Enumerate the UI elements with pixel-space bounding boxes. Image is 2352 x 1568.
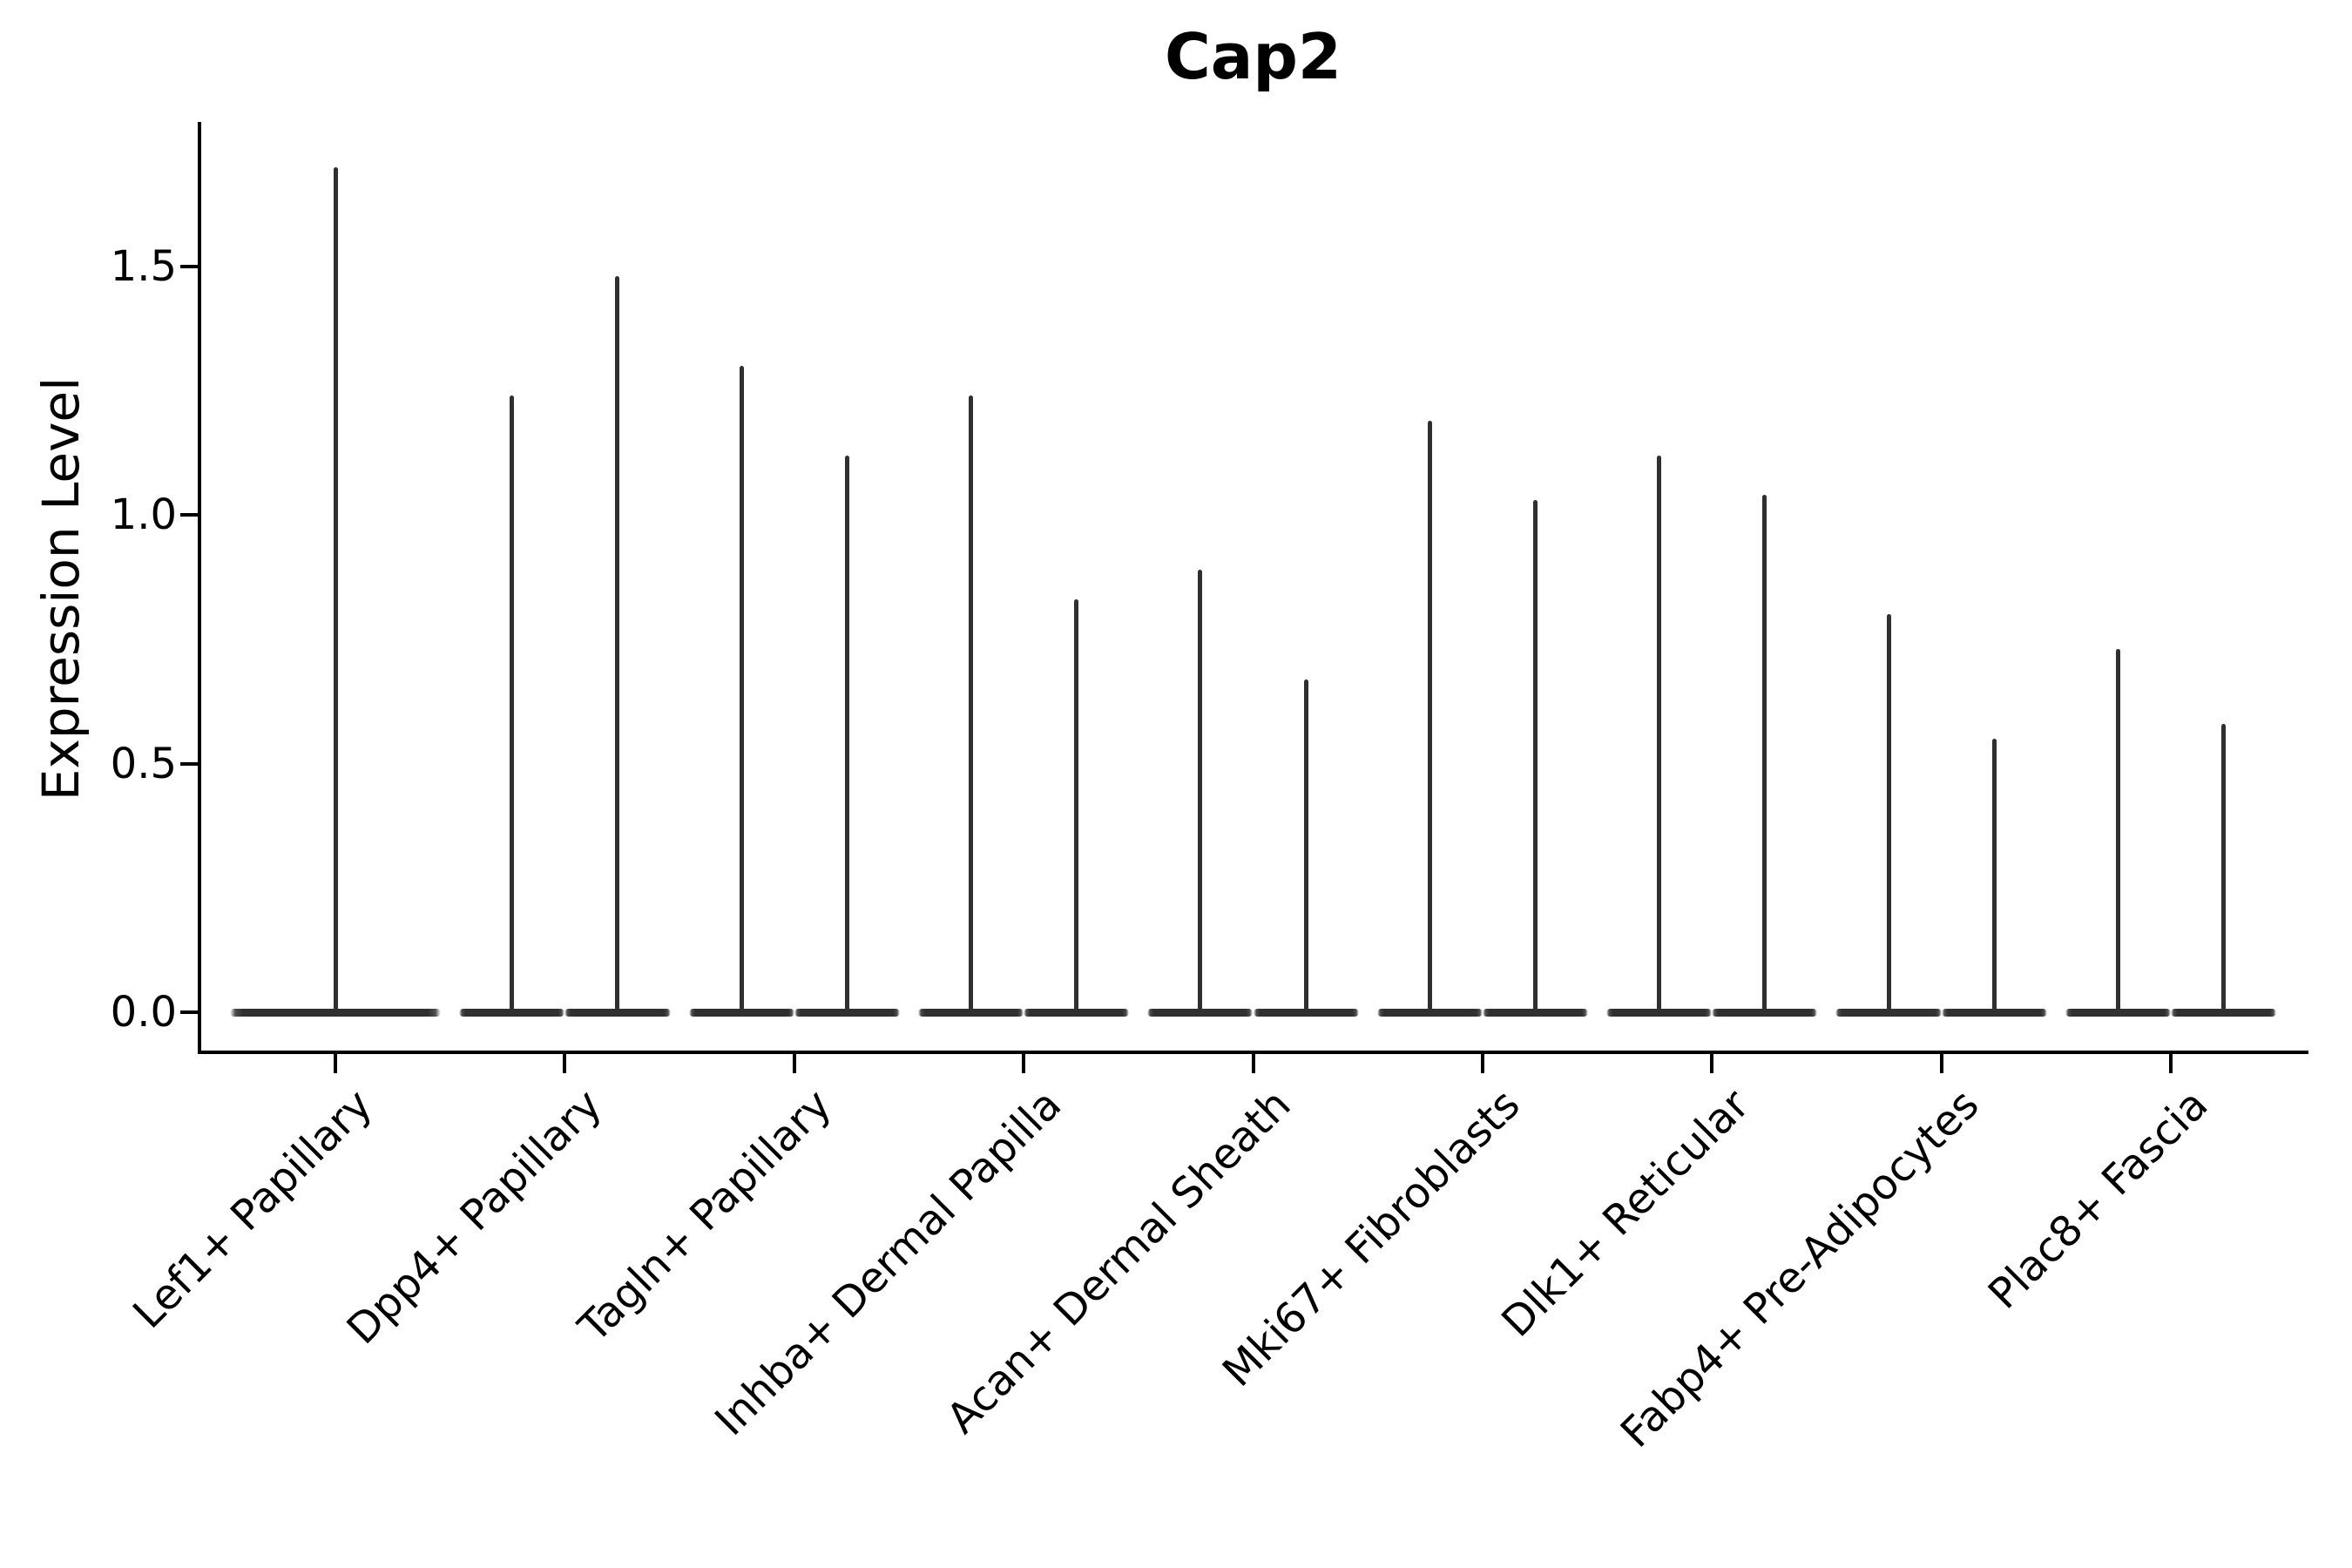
x-tick-label: Plac8+ Fascia <box>1979 1080 2218 1319</box>
x-tick <box>792 1054 796 1073</box>
violin-spike <box>1762 495 1767 1016</box>
y-tick <box>180 264 198 268</box>
violin-spike <box>1532 500 1538 1016</box>
y-tick-label: 0.0 <box>110 988 177 1037</box>
violin-spike <box>1991 739 1997 1016</box>
violin-spike <box>739 366 744 1016</box>
violin-spike <box>1657 455 1662 1016</box>
violin-spike <box>1303 679 1308 1016</box>
plot-area <box>198 122 2308 1054</box>
y-tick <box>180 513 198 517</box>
x-tick <box>563 1054 567 1073</box>
x-tick <box>2168 1054 2173 1073</box>
violin-spike <box>1886 614 1891 1016</box>
x-tick <box>1251 1054 1255 1073</box>
y-axis-label: Expression Level <box>31 376 91 801</box>
y-tick <box>180 1010 198 1014</box>
y-tick-label: 0.5 <box>110 739 177 788</box>
violin-spike <box>2221 723 2227 1016</box>
x-tick <box>1710 1054 1714 1073</box>
y-tick-label: 1.5 <box>110 241 177 291</box>
violin-spike <box>969 395 974 1016</box>
violin-spike <box>333 166 338 1016</box>
x-tick-label: Tagln+ Papillary <box>569 1080 841 1352</box>
x-tick <box>1939 1054 1943 1073</box>
x-tick-label: Dpp4+ Papillary <box>337 1080 612 1355</box>
violin-spike <box>1198 570 1203 1016</box>
x-tick-label: Dlk1+ Reticular <box>1492 1080 1759 1347</box>
violin-spike <box>2115 649 2120 1016</box>
violin-spike <box>510 395 515 1016</box>
x-tick <box>1480 1054 1484 1073</box>
y-tick-label: 1.0 <box>110 490 177 540</box>
violin-spike <box>1427 420 1432 1016</box>
chart-title: Cap2 <box>1164 20 1342 93</box>
violin-spike <box>615 276 620 1016</box>
x-tick-label: Lef1+ Papillary <box>124 1080 382 1338</box>
violin-spike <box>1074 599 1079 1016</box>
x-tick <box>1022 1054 1026 1073</box>
x-tick <box>334 1054 338 1073</box>
violin-spike <box>844 455 849 1016</box>
y-tick <box>180 761 198 766</box>
